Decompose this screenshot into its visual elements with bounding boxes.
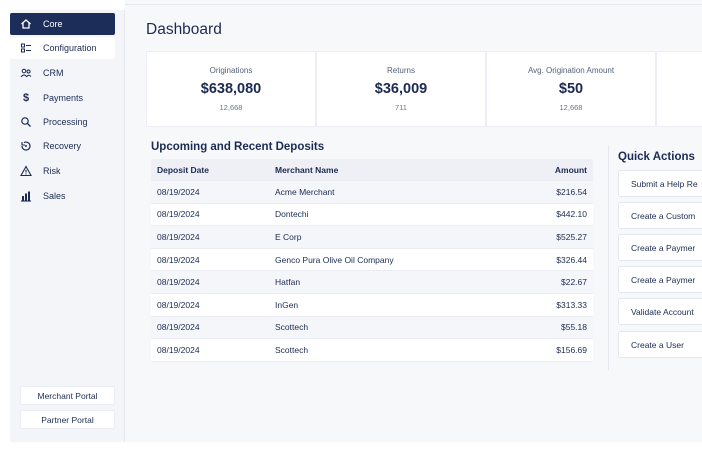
merchant-name: E Corp <box>275 231 302 242</box>
deposit-amount: $22.67 <box>561 277 587 288</box>
create-customer-button[interactable]: Create a Custom <box>618 202 702 229</box>
table-row[interactable]: 08/19/2024 Dontechi $442.10 <box>151 203 593 227</box>
deposit-amount: $55.18 <box>561 322 587 333</box>
create-user-button[interactable]: Create a User <box>618 331 702 358</box>
table-header: Deposit Date Merchant Name Amount <box>151 159 593 181</box>
stat-card-partial <box>656 51 702 127</box>
table-row[interactable]: 08/19/2024 Genco Pura Olive Oil Company … <box>151 248 593 272</box>
deposit-amount: $216.54 <box>556 186 587 197</box>
merchant-portal-button[interactable]: Merchant Portal <box>20 386 115 405</box>
stat-count: 711 <box>395 103 407 112</box>
merchant-name: Scottech <box>275 344 309 355</box>
merchant-name: InGen <box>275 299 299 310</box>
list-icon <box>19 41 33 55</box>
column-header-merchant[interactable]: Merchant Name <box>275 164 339 175</box>
users-icon <box>19 66 33 80</box>
table-row[interactable]: 08/19/2024 Scottech $55.18 <box>151 316 593 340</box>
quick-actions-panel: Quick Actions Submit a Help Re Create a … <box>608 145 702 370</box>
deposit-date: 08/19/2024 <box>157 299 200 310</box>
sidebar-item-label: Sales <box>43 191 66 201</box>
deposit-date: 08/19/2024 <box>157 209 200 220</box>
stat-card-returns: Returns $36,009 711 <box>316 51 486 127</box>
sidebar: Core Configuration CRM $ Payments Proces… <box>10 10 125 442</box>
sidebar-item-configuration[interactable]: Configuration <box>10 37 115 59</box>
column-header-amount[interactable]: Amount <box>554 164 587 175</box>
table-row[interactable]: 08/19/2024 Scottech $156.69 <box>151 339 593 362</box>
stat-label: Returns <box>386 66 415 75</box>
sidebar-item-label: Payments <box>43 93 84 103</box>
deposit-date: 08/19/2024 <box>157 186 200 197</box>
create-payment-button-2[interactable]: Create a Paymer <box>618 266 702 293</box>
recovery-icon <box>19 139 33 153</box>
deposits-title: Upcoming and Recent Deposits <box>151 141 325 153</box>
create-payment-button[interactable]: Create a Paymer <box>618 234 702 261</box>
stat-value: $50 <box>558 81 584 97</box>
stat-count: 12,668 <box>219 103 243 112</box>
sidebar-item-label: Risk <box>43 166 61 176</box>
sidebar-item-processing[interactable]: Processing <box>10 111 115 133</box>
deposit-date: 08/19/2024 <box>157 277 200 288</box>
merchant-name: Scottech <box>275 322 309 333</box>
page-title: Dashboard <box>146 21 222 38</box>
home-icon <box>19 17 33 31</box>
deposit-date: 08/19/2024 <box>157 231 200 242</box>
stat-label: Originations <box>209 66 253 75</box>
merchant-name: Acme Merchant <box>275 186 335 197</box>
column-header-date[interactable]: Deposit Date <box>157 164 209 175</box>
sidebar-item-recovery[interactable]: Recovery <box>10 135 115 157</box>
stat-card-originations: Originations $638,080 12,668 <box>146 51 316 127</box>
merchant-name: Dontechi <box>275 209 309 220</box>
partner-portal-button[interactable]: Partner Portal <box>20 410 115 429</box>
deposit-date: 08/19/2024 <box>157 254 200 265</box>
deposit-date: 08/19/2024 <box>157 322 200 333</box>
deposit-amount: $525.27 <box>556 231 587 242</box>
sidebar-item-label: Core <box>43 19 63 29</box>
sidebar-item-payments[interactable]: $ Payments <box>10 87 115 109</box>
deposit-amount: $326.44 <box>556 254 587 265</box>
magnify-icon <box>19 115 33 129</box>
warning-icon <box>19 164 33 178</box>
stat-value: $638,080 <box>200 81 262 97</box>
top-divider <box>125 4 702 5</box>
sidebar-item-label: Configuration <box>43 43 97 53</box>
dollar-icon: $ <box>22 92 30 104</box>
deposit-amount: $156.69 <box>556 344 587 355</box>
quick-actions-title: Quick Actions <box>618 151 695 163</box>
merchant-name: Hatfan <box>275 277 301 288</box>
main-content: Dashboard Originations $638,080 12,668 R… <box>125 0 702 442</box>
deposit-date: 08/19/2024 <box>157 344 200 355</box>
sidebar-item-core[interactable]: Core <box>10 13 115 35</box>
table-row[interactable]: 08/19/2024 E Corp $525.27 <box>151 226 593 249</box>
stat-label: Avg. Origination Amount <box>527 66 615 75</box>
deposit-amount: $442.10 <box>556 209 587 220</box>
sidebar-item-label: CRM <box>43 68 64 78</box>
merchant-name: Genco Pura Olive Oil Company <box>275 254 394 265</box>
table-row[interactable]: 08/19/2024 InGen $313.33 <box>151 293 593 317</box>
stat-value: $36,009 <box>374 81 428 97</box>
deposit-amount: $313.33 <box>556 299 587 310</box>
submit-help-request-button[interactable]: Submit a Help Re <box>618 170 702 197</box>
sidebar-item-risk[interactable]: Risk <box>10 160 115 182</box>
stat-count: 12,668 <box>559 103 583 112</box>
sidebar-item-label: Processing <box>43 117 88 127</box>
validate-account-button[interactable]: Validate Account <box>618 298 702 325</box>
stat-card-avg-origination: Avg. Origination Amount $50 12,668 <box>486 51 656 127</box>
sidebar-item-crm[interactable]: CRM <box>10 62 115 84</box>
deposits-table: Deposit Date Merchant Name Amount 08/19/… <box>151 159 593 362</box>
table-row[interactable]: 08/19/2024 Acme Merchant $216.54 <box>151 181 593 204</box>
sidebar-item-sales[interactable]: Sales <box>10 185 115 207</box>
bar-chart-icon <box>19 189 33 203</box>
table-row[interactable]: 08/19/2024 Hatfan $22.67 <box>151 271 593 294</box>
stats-row: Originations $638,080 12,668 Returns $36… <box>146 51 702 127</box>
sidebar-item-label: Recovery <box>43 141 82 151</box>
